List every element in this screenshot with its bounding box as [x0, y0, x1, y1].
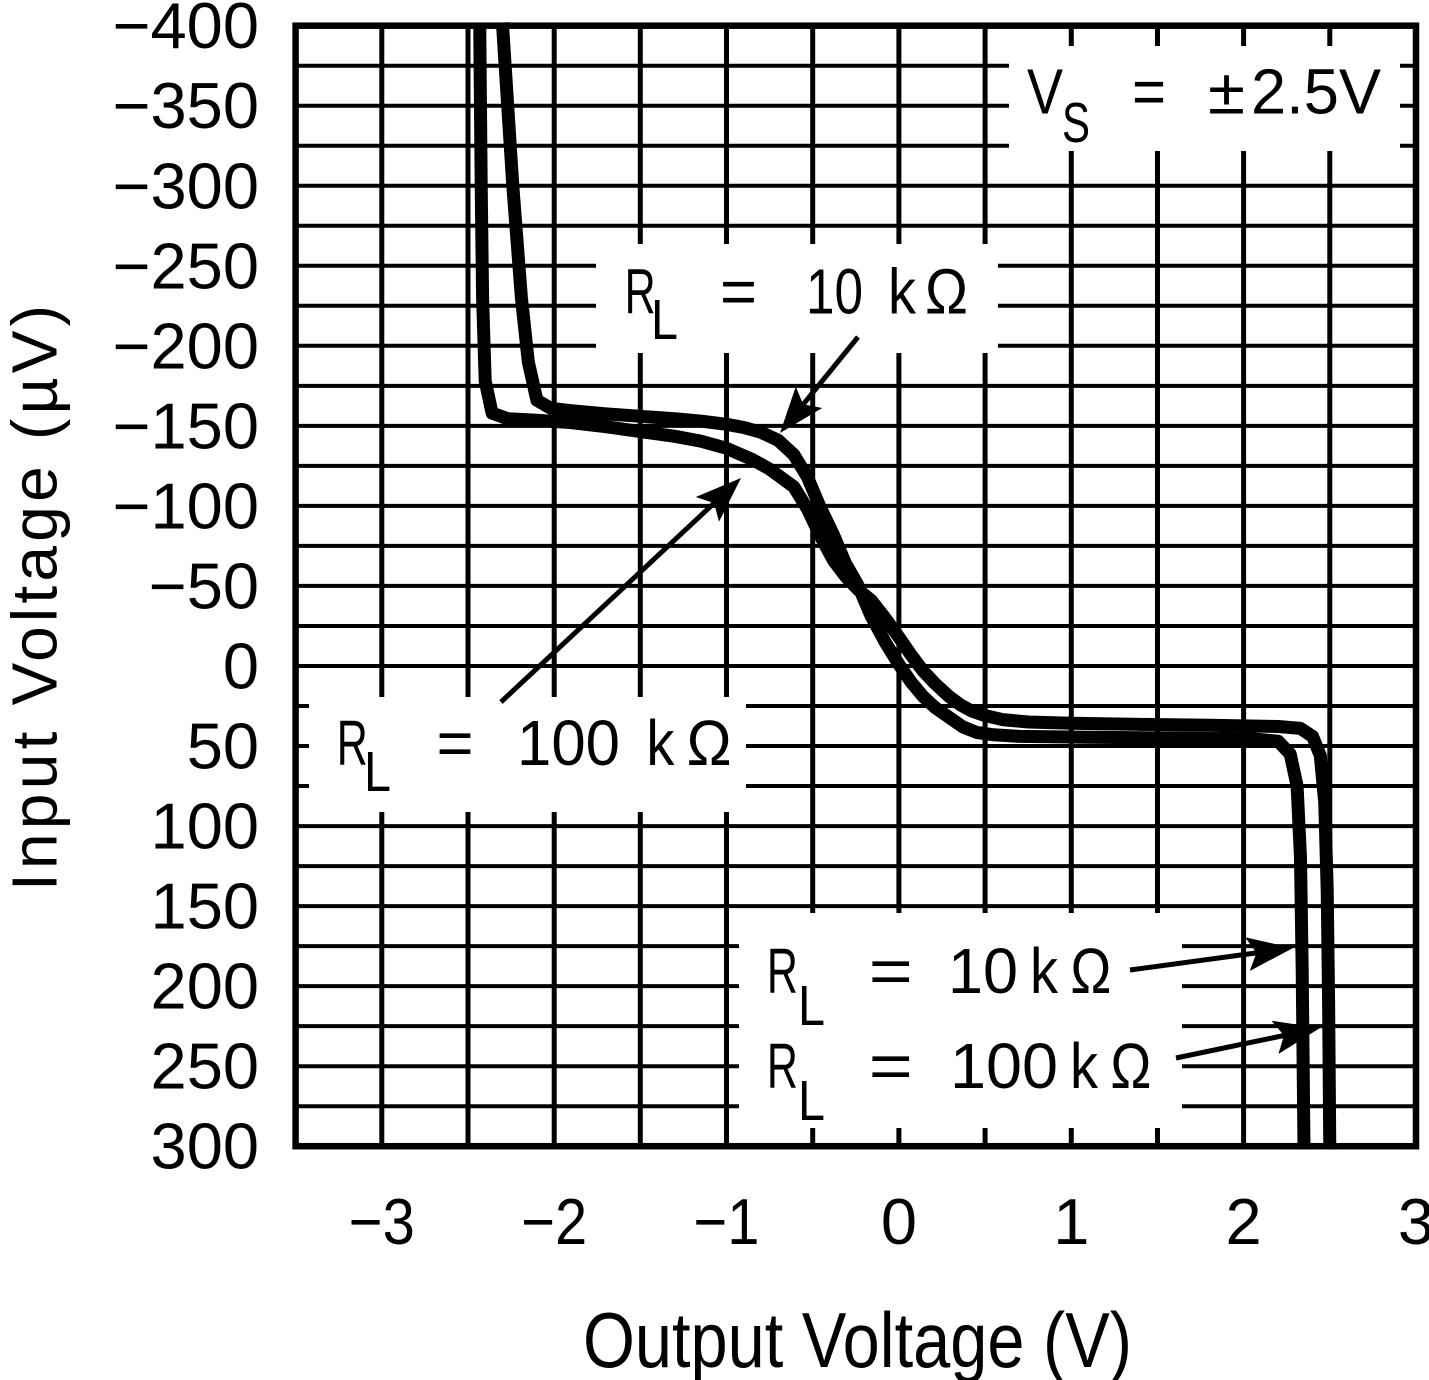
svg-text:10: 10: [806, 256, 863, 328]
svg-text:±: ±: [1208, 56, 1245, 128]
svg-text:1: 1: [1053, 1185, 1089, 1258]
svg-text:Output Voltage (V): Output Voltage (V): [583, 1296, 1132, 1380]
svg-text:=: =: [720, 256, 757, 328]
svg-text:=: =: [869, 935, 913, 1007]
svg-text:Input Voltage (µV): Input Voltage (µV): [0, 305, 71, 891]
svg-text:Ω: Ω: [1070, 935, 1111, 1007]
svg-text:0: 0: [223, 630, 259, 703]
svg-text:−150: −150: [113, 389, 259, 462]
svg-text:2.5V: 2.5V: [1251, 56, 1381, 128]
svg-text:100: 100: [517, 707, 620, 779]
svg-text:Ω: Ω: [687, 707, 732, 779]
svg-text:R: R: [767, 1030, 798, 1102]
svg-text:Ω: Ω: [1110, 1030, 1151, 1102]
svg-text:L: L: [651, 288, 678, 352]
svg-text:3: 3: [1398, 1185, 1429, 1258]
svg-text:150: 150: [151, 870, 259, 943]
svg-text:R: R: [625, 256, 656, 328]
svg-text:−1: −1: [694, 1185, 760, 1258]
svg-text:k: k: [1070, 1030, 1099, 1102]
svg-text:=: =: [437, 707, 474, 779]
svg-text:R: R: [767, 935, 798, 1007]
svg-text:L: L: [364, 740, 391, 804]
svg-text:300: 300: [151, 1110, 259, 1183]
svg-text:R: R: [337, 707, 368, 779]
svg-text:k: k: [1030, 935, 1059, 1007]
svg-text:0: 0: [881, 1185, 917, 1258]
svg-text:−350: −350: [113, 69, 259, 142]
svg-text:k: k: [646, 707, 675, 779]
svg-text:250: 250: [151, 1030, 259, 1103]
svg-text:−400: −400: [113, 0, 259, 62]
svg-text:10: 10: [948, 935, 1018, 1007]
svg-text:L: L: [798, 974, 825, 1038]
svg-text:2: 2: [1226, 1185, 1262, 1258]
svg-text:−100: −100: [113, 469, 259, 542]
svg-text:200: 200: [151, 950, 259, 1023]
svg-text:−3: −3: [349, 1185, 415, 1258]
svg-text:S: S: [1062, 91, 1090, 155]
svg-text:Ω: Ω: [925, 256, 968, 328]
svg-text:−2: −2: [521, 1185, 587, 1258]
svg-text:=: =: [1132, 56, 1166, 128]
svg-text:50: 50: [187, 710, 259, 783]
svg-text:−200: −200: [113, 309, 259, 382]
svg-text:−250: −250: [113, 229, 259, 302]
svg-text:−50: −50: [149, 549, 259, 622]
svg-text:−300: −300: [113, 149, 259, 222]
svg-text:V: V: [1027, 56, 1063, 128]
svg-text:100: 100: [151, 790, 259, 863]
svg-text:k: k: [888, 256, 917, 328]
svg-text:=: =: [869, 1030, 913, 1102]
svg-text:L: L: [798, 1069, 825, 1133]
svg-text:100: 100: [950, 1030, 1058, 1102]
